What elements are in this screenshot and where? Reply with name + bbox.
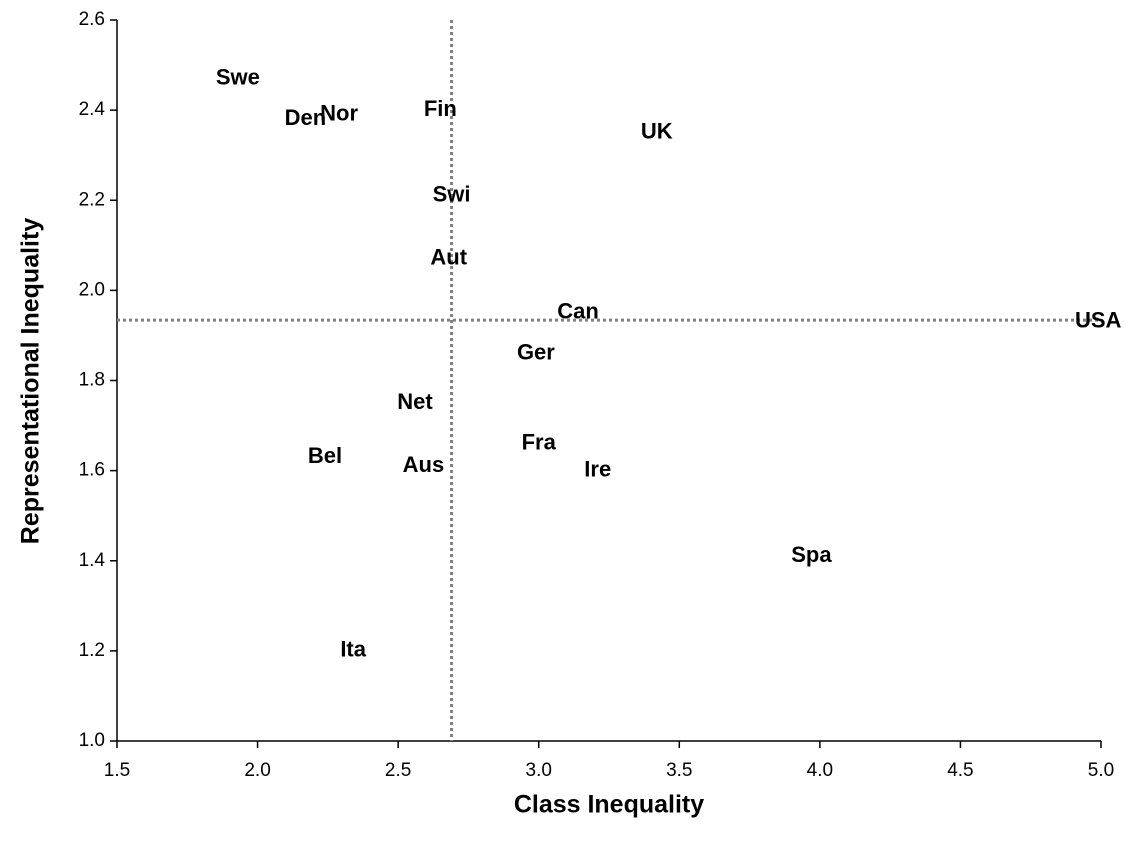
point-label: USA <box>1075 308 1122 333</box>
x-tick-label: 3.0 <box>526 760 552 781</box>
y-tick-label: 2.0 <box>79 279 105 300</box>
point-label: Ita <box>340 637 366 662</box>
point-label: Swi <box>433 182 471 207</box>
x-tick-label: 1.5 <box>104 760 130 781</box>
point-label: Net <box>397 389 433 414</box>
x-tick-label: 4.5 <box>947 760 973 781</box>
point-label: Fin <box>424 96 457 121</box>
y-axis-title: Representational Inequality <box>17 218 45 545</box>
point-label: Can <box>557 299 599 324</box>
y-tick-label: 1.4 <box>79 550 106 571</box>
point-label: Aus <box>403 452 445 477</box>
x-tick-label: 4.0 <box>807 760 833 781</box>
x-tick-label: 2.5 <box>385 760 411 781</box>
point-label: Spa <box>791 542 832 567</box>
point-label: Ire <box>584 456 611 481</box>
y-tick-label: 2.6 <box>79 9 105 30</box>
point-label: Fra <box>522 429 557 454</box>
x-tick-label: 2.0 <box>244 760 270 781</box>
y-tick-label: 1.2 <box>79 640 105 661</box>
point-label: Nor <box>320 100 358 125</box>
point-label: Bel <box>308 443 342 468</box>
point-label: Ger <box>517 339 555 364</box>
point-label: Swe <box>216 64 260 89</box>
x-tick-label: 3.5 <box>666 760 692 781</box>
y-tick-label: 1.8 <box>79 370 105 391</box>
point-label: UK <box>641 118 673 143</box>
y-tick-label: 2.2 <box>79 189 105 210</box>
y-tick-label: 1.6 <box>79 460 105 481</box>
point-label: Aut <box>430 245 467 270</box>
y-tick-label: 2.4 <box>79 99 106 120</box>
y-tick-label: 1.0 <box>79 730 105 751</box>
x-tick-label: 5.0 <box>1088 760 1114 781</box>
x-axis-title: Class Inequality <box>514 791 704 819</box>
point-label: Den <box>285 105 327 130</box>
